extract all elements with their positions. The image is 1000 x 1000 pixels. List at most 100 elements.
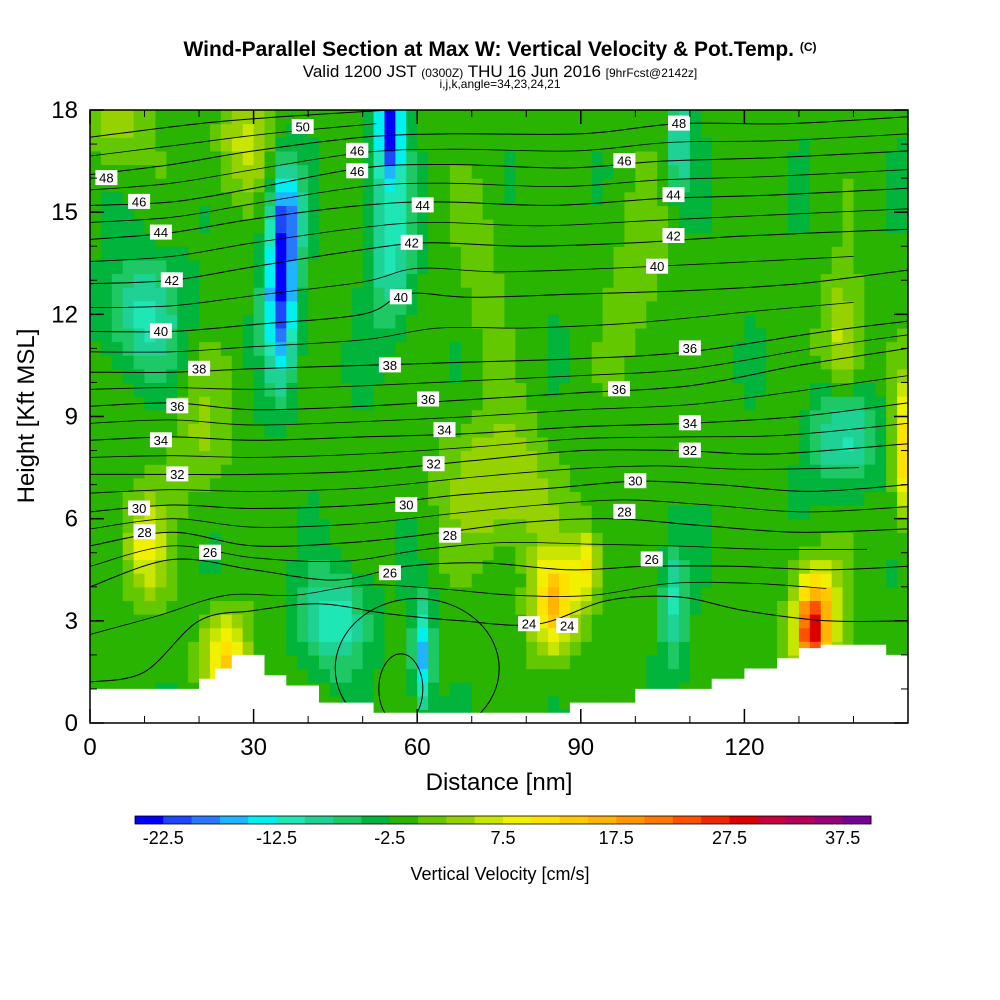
w-cell	[286, 110, 298, 125]
w-cell	[809, 491, 822, 506]
w-cell	[668, 627, 680, 642]
w-cell	[460, 450, 473, 465]
w-cell	[897, 464, 908, 479]
w-cell	[188, 614, 200, 629]
w-cell	[264, 586, 277, 601]
theta-contour-minor	[90, 256, 854, 308]
w-cell	[700, 314, 713, 329]
w-cell	[297, 355, 309, 370]
w-cell	[548, 641, 560, 656]
w-cell	[809, 246, 822, 261]
w-cell	[308, 355, 320, 370]
w-cell	[569, 505, 582, 520]
w-cell	[209, 314, 222, 329]
w-cell	[897, 368, 908, 384]
w-cell	[711, 287, 724, 302]
w-cell	[777, 409, 789, 424]
contour-label: 30	[624, 473, 647, 489]
w-cell	[406, 123, 418, 138]
w-cell	[220, 477, 233, 493]
w-cell	[875, 573, 887, 588]
w-cell	[624, 178, 636, 193]
w-cell	[798, 150, 811, 166]
w-cell	[373, 396, 386, 411]
w-cell	[548, 654, 560, 670]
w-cell	[569, 668, 582, 683]
w-cell	[231, 396, 244, 411]
w-cell	[319, 382, 331, 397]
w-cell	[177, 191, 189, 206]
w-cell	[788, 273, 800, 288]
w-cell	[744, 464, 756, 479]
w-cell	[471, 205, 484, 220]
w-cell	[777, 232, 789, 247]
w-cell	[253, 532, 266, 547]
w-cell	[155, 600, 167, 615]
w-cell	[537, 382, 549, 397]
w-cell	[373, 273, 386, 288]
w-cell	[820, 137, 833, 152]
w-cell	[155, 191, 167, 206]
w-cell	[275, 436, 287, 452]
w-cell	[569, 654, 582, 670]
w-cell	[417, 423, 429, 438]
w-cell	[417, 668, 429, 683]
forecast-info: [9hrFcst@2142z]	[605, 66, 698, 80]
w-cell	[886, 641, 898, 656]
w-cell	[471, 423, 484, 438]
w-cell	[831, 559, 844, 574]
w-cell	[515, 450, 527, 465]
w-cell	[188, 396, 200, 411]
w-cell	[733, 300, 745, 315]
w-cell	[460, 586, 473, 601]
w-cell	[155, 464, 167, 479]
w-cell	[777, 586, 789, 601]
w-cell	[668, 341, 680, 356]
w-cell	[744, 300, 756, 315]
w-cell	[439, 191, 451, 206]
w-cell	[439, 218, 451, 234]
w-cell	[439, 110, 451, 125]
w-cell	[177, 518, 189, 533]
w-cell	[548, 532, 560, 547]
colorbar-tick-label: -12.5	[256, 828, 297, 848]
w-cell	[580, 314, 593, 329]
w-cell	[657, 668, 669, 683]
w-cell	[340, 532, 353, 547]
w-cell	[886, 477, 898, 493]
w-cell	[351, 341, 364, 356]
w-cell	[635, 586, 647, 601]
w-cell	[722, 382, 735, 397]
w-cell	[537, 137, 549, 152]
w-cell	[417, 464, 429, 479]
w-cell	[220, 436, 233, 452]
w-cell	[875, 232, 887, 247]
w-cell	[209, 287, 222, 302]
w-cell	[319, 668, 331, 683]
w-cell	[700, 464, 713, 479]
w-cell	[199, 164, 211, 179]
w-cell	[449, 110, 462, 125]
contour-label-text: 46	[350, 143, 364, 158]
w-cell	[864, 246, 876, 261]
w-cell	[624, 450, 636, 465]
w-cell	[831, 273, 844, 288]
w-cell	[831, 573, 844, 588]
colorbar-swatch	[446, 816, 476, 824]
w-cell	[733, 341, 745, 356]
w-cell	[220, 464, 233, 479]
w-cell	[580, 164, 593, 179]
w-cell	[548, 450, 560, 465]
w-cell	[755, 600, 767, 615]
w-cell	[515, 205, 527, 220]
w-cell	[875, 436, 887, 452]
w-cell	[657, 382, 669, 397]
w-cell	[515, 532, 527, 547]
contour-label-bg	[613, 503, 636, 519]
w-cell	[111, 314, 124, 329]
w-cell	[711, 409, 724, 424]
w-cell	[886, 259, 898, 275]
w-cell	[711, 246, 724, 261]
w-cell	[886, 464, 898, 479]
theta-contour-42	[90, 228, 908, 285]
